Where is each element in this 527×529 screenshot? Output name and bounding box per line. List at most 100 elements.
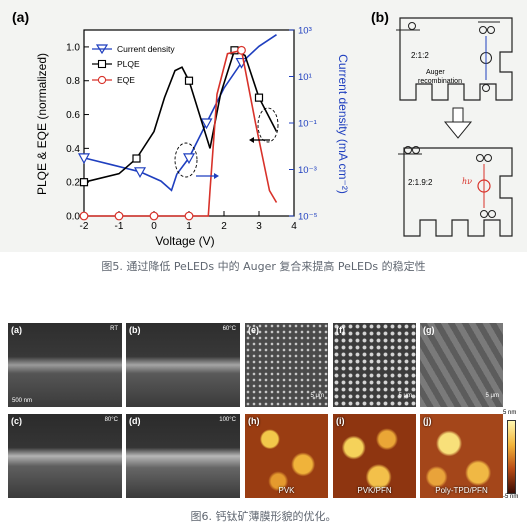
sample-name: PVK/PFN [357,486,392,495]
afm-panel-j: (j) Poly-TPD/PFN [420,414,503,498]
panel-label: (b) [129,325,141,335]
sem-panel-d: (d) 100°C [126,414,240,498]
y-left-tick-label: 1.0 [66,42,80,53]
chart-series-layer [77,34,278,221]
bottom-hole-icon [488,210,496,218]
colorbar-max: 5 nm [503,410,517,416]
panel-label: (e) [248,325,259,335]
bottom-electron-icon [404,146,412,154]
bottom-hole-icon [480,210,488,218]
legend-square-icon [97,59,107,69]
data-point-circle [149,211,159,221]
x-tick-label: 2 [221,221,227,232]
legend-circle-icon [97,75,107,85]
data-point-triangle [182,153,196,165]
sem-panel-g: (g) 5 μm [420,323,503,407]
data-point-square [132,154,141,163]
legend-eqe: EQE [117,75,135,85]
panel-label: (a) [11,325,22,335]
scale-bar-label: 5 μm [398,393,412,399]
colorbar-min: -5 nm [503,494,519,500]
bottom-ratio: 2:1.9:2 [408,178,433,187]
x-tick-label: -2 [80,221,89,232]
band-diagram-bottom: 2:1.9:2 hν [398,146,513,237]
top-electron-icon [487,26,495,34]
top-process: Auger [426,69,445,76]
down-arrow-shaft [452,107,464,123]
sem-panel-c: (c) 80°C [8,414,122,498]
y-left-tick-label: 0.2 [66,178,80,189]
figure-5-caption: 图5. 通过降低 PeLEDs 中的 Auger 复合来提高 PeLEDs 的稳… [101,260,426,273]
annotation-arrow-right-head [214,173,219,179]
figure-6-panel: (a) RT 500 nm (b) 60°C (c) 80°C (d) 100°… [0,306,527,502]
y-right-tick-label: 10⁻³ [298,165,317,176]
bottom-electron-icon [484,154,492,162]
temperature-label: RT [110,326,118,332]
bottom-electron-icon [476,154,484,162]
panel-b-label: (b) [371,9,389,25]
sample-name: Poly-TPD/PFN [435,486,488,495]
annotation-arrow-left-head [249,137,254,143]
data-point-circle [237,45,246,55]
x-tick-label: 0 [151,221,157,232]
bottom-well-shape [403,147,513,237]
data-point-circle [79,211,89,221]
top-well-shape [399,17,513,101]
sem-panel-e: (e) 5 μm [245,323,328,407]
y-right-axis-label: Current density (mA cm⁻²) [336,54,350,194]
temperature-label: 60°C [222,326,236,332]
panel-label: (g) [423,325,435,335]
figure-5-svg: (a) -2 -1 0 1 2 3 4 0.00.20.40.60.81.0 10⁻⁵10⁻… [12,9,513,248]
panel-a-label: (a) [12,9,29,25]
data-point-circle [114,211,124,221]
y-left-tick-label: 0.8 [66,76,80,87]
sem-panel-b: (b) 60°C [126,323,240,407]
y-right-tick-label: 10⁻⁵ [298,212,318,223]
top-hole-icon [482,84,490,92]
y-right-tick-label: 10³ [298,26,312,37]
data-point-triangle [77,153,91,165]
x-axis-label: Voltage (V) [155,234,214,248]
sample-name: PVK [278,486,295,495]
y-left-tick-label: 0.4 [66,144,80,155]
series-line-eqe [84,49,278,217]
annotation-dashed-circle-right [257,107,279,143]
y-right-tick-label: 10¹ [298,72,312,83]
data-point-square [79,178,89,187]
sem-panel-f: (f) 5 μm [333,323,416,407]
data-point-triangle [133,167,147,179]
annotation-dashed-circle-left [174,142,198,178]
y-right-tick-label: 10⁻¹ [298,119,317,130]
panel-label: (j) [423,416,432,426]
chart-plot-area [83,29,295,217]
data-point-triangle [200,118,213,130]
y-left-tick-label: 0.0 [66,212,80,223]
bottom-electron-icon [412,146,420,154]
panel-label: (i) [336,416,345,426]
down-arrow-head [443,121,473,139]
scale-bar-label: 5 μm [485,393,499,399]
x-tick-label: 3 [256,221,262,232]
x-tick-label: 4 [291,221,297,232]
top-electron-icon [408,22,416,30]
panel-label: (h) [248,416,260,426]
afm-colorbar [507,420,516,494]
afm-panel-i: (i) PVK/PFN [333,414,416,498]
data-point-circle [184,211,194,221]
temperature-label: 100°C [219,417,236,423]
panel-label: (d) [129,416,141,426]
chart-legend: Current density PLQE EQE [92,44,175,85]
down-arrow [443,107,473,139]
x-tick-label: -1 [115,221,124,232]
panel-label: (f) [336,325,345,335]
y-right-axis-ticks: 10⁻⁵ 10⁻³ 10⁻¹ 10¹ 10³ [289,26,318,223]
figure-6-caption: 图6. 钙钛矿薄膜形貌的优化。 [190,510,337,523]
top-process-2: recombination [418,78,462,85]
band-diagram-top: 2:1:2 Auger recombination [396,17,513,101]
data-point-square [254,93,264,102]
y-left-axis-label: PLQE & EQE (normalized) [35,53,49,195]
temperature-label: 80°C [104,417,118,423]
legend-triangle-icon [95,44,109,55]
afm-panel-h: (h) PVK [245,414,328,498]
legend-plqe: PLQE [117,59,140,69]
